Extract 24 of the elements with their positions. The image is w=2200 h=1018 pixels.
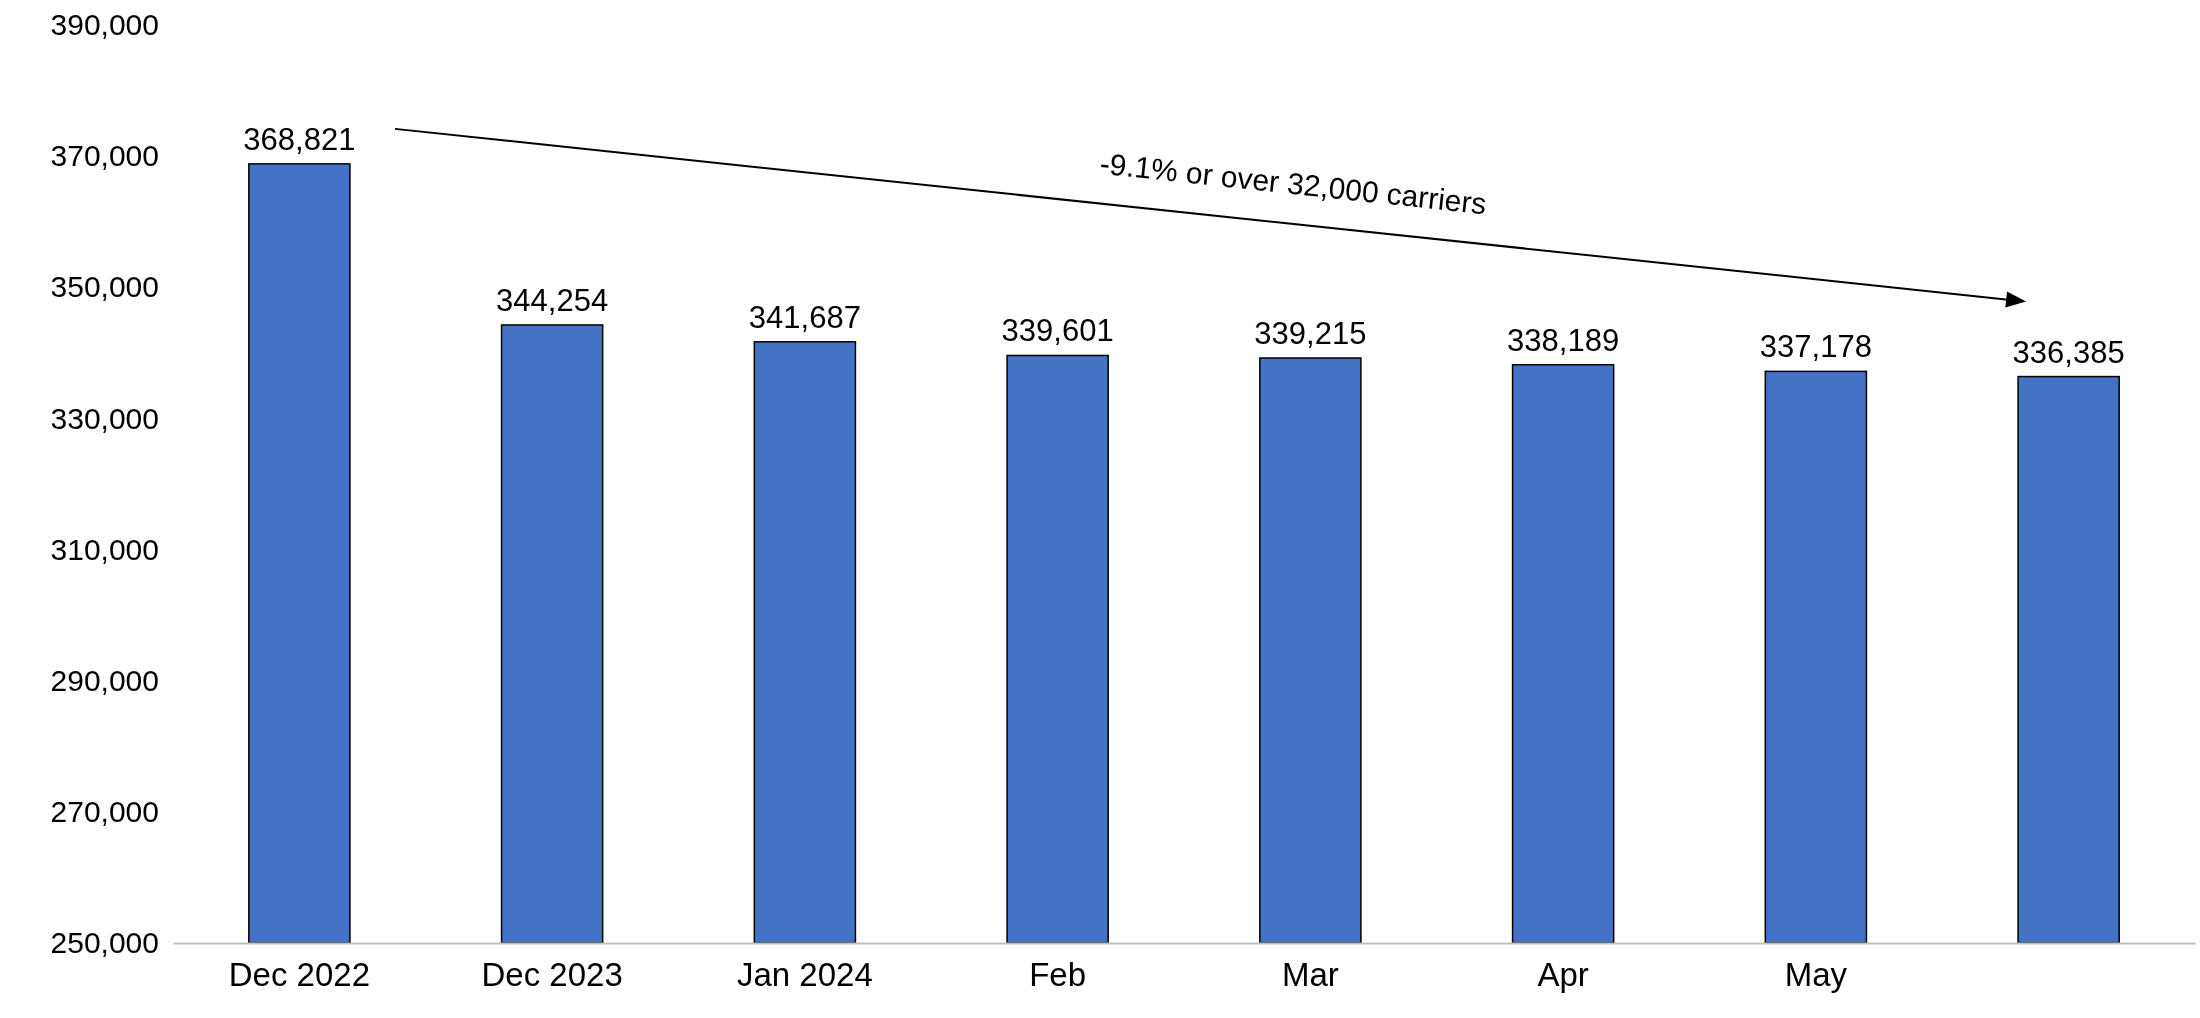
data-label: 336,385	[2012, 334, 2125, 370]
x-tick-label: Mar	[1281, 955, 1339, 993]
x-tick-label: Dec 2023	[481, 955, 623, 993]
x-tick-label: Dec 2022	[228, 955, 371, 993]
data-label: 344,254	[496, 282, 609, 318]
x-tick-label: Apr	[1537, 955, 1589, 993]
data-label: 339,215	[1254, 316, 1367, 351]
y-tick-label: 270,000	[50, 794, 159, 828]
y-tick-label: 350,000	[50, 270, 159, 304]
data-label: 368,821	[243, 121, 356, 157]
x-tick-label: Feb	[1029, 955, 1087, 993]
data-label: 339,601	[1001, 313, 1114, 349]
y-tick-label: 330,000	[50, 401, 159, 435]
y-tick-label: 310,000	[50, 532, 159, 566]
x-tick-label: May	[1784, 955, 1848, 993]
x-tick-label: Jan 2024	[736, 955, 873, 993]
data-label: 337,178	[1759, 329, 1872, 365]
y-tick-label: 390,000	[50, 8, 159, 42]
annotation: -9.1% or over 32,000 carriers	[1098, 146, 1489, 221]
data-label: 338,189	[1507, 322, 1620, 358]
y-tick-label: 290,000	[50, 663, 159, 697]
y-tick-label: 370,000	[50, 139, 159, 173]
y-tick-label: 250,000	[50, 926, 159, 960]
data-label: 341,687	[748, 299, 861, 335]
